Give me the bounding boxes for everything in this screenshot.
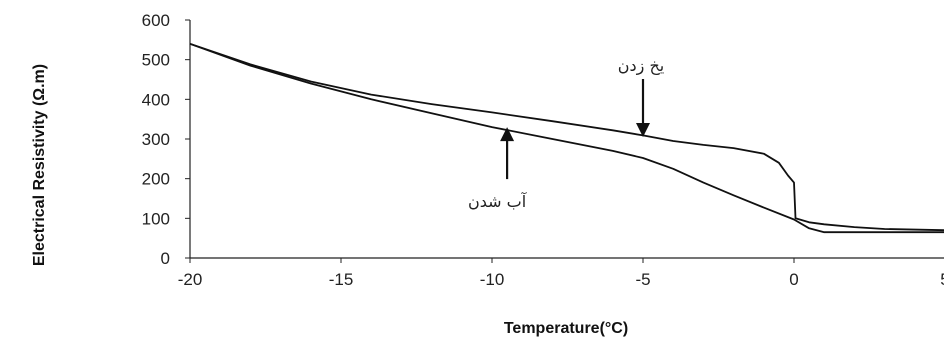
- x-tick-label: -20: [178, 270, 203, 289]
- y-tick-label: 100: [142, 209, 170, 228]
- y-tick-label: 600: [142, 11, 170, 30]
- series-line-1: [189, 42, 944, 232]
- axes: 0 100 200 300 400 500 600 -20 -15 -10 -5 0 5: [142, 11, 944, 289]
- y-tick-label: 400: [142, 90, 170, 109]
- annotation-label-melting: آب شدن: [468, 192, 528, 211]
- x-tick-label: 0: [789, 270, 798, 289]
- annotation-layer: یخ زدن آب شدن: [468, 56, 664, 211]
- x-tick-label: -15: [329, 270, 354, 289]
- series-layer: [189, 42, 944, 234]
- y-axis-title: Electrical Resistivity (Ω.m): [31, 64, 48, 266]
- series-line-2: [189, 42, 944, 234]
- y-tick-label: 0: [161, 249, 170, 268]
- x-tick-label: -5: [635, 270, 650, 289]
- annotation-arrowhead-freezing: [636, 123, 650, 138]
- y-tick-label: 300: [142, 130, 170, 149]
- x-axis-title: Temperature(°C): [504, 320, 628, 337]
- y-tick-label: 200: [142, 170, 170, 189]
- annotation-arrowhead-melting: [500, 127, 515, 142]
- annotation-label-freezing: یخ زدن: [618, 56, 664, 76]
- y-tick-label: 500: [142, 51, 170, 70]
- x-tick-label: -10: [480, 270, 505, 289]
- x-tick-label: 5: [940, 270, 944, 289]
